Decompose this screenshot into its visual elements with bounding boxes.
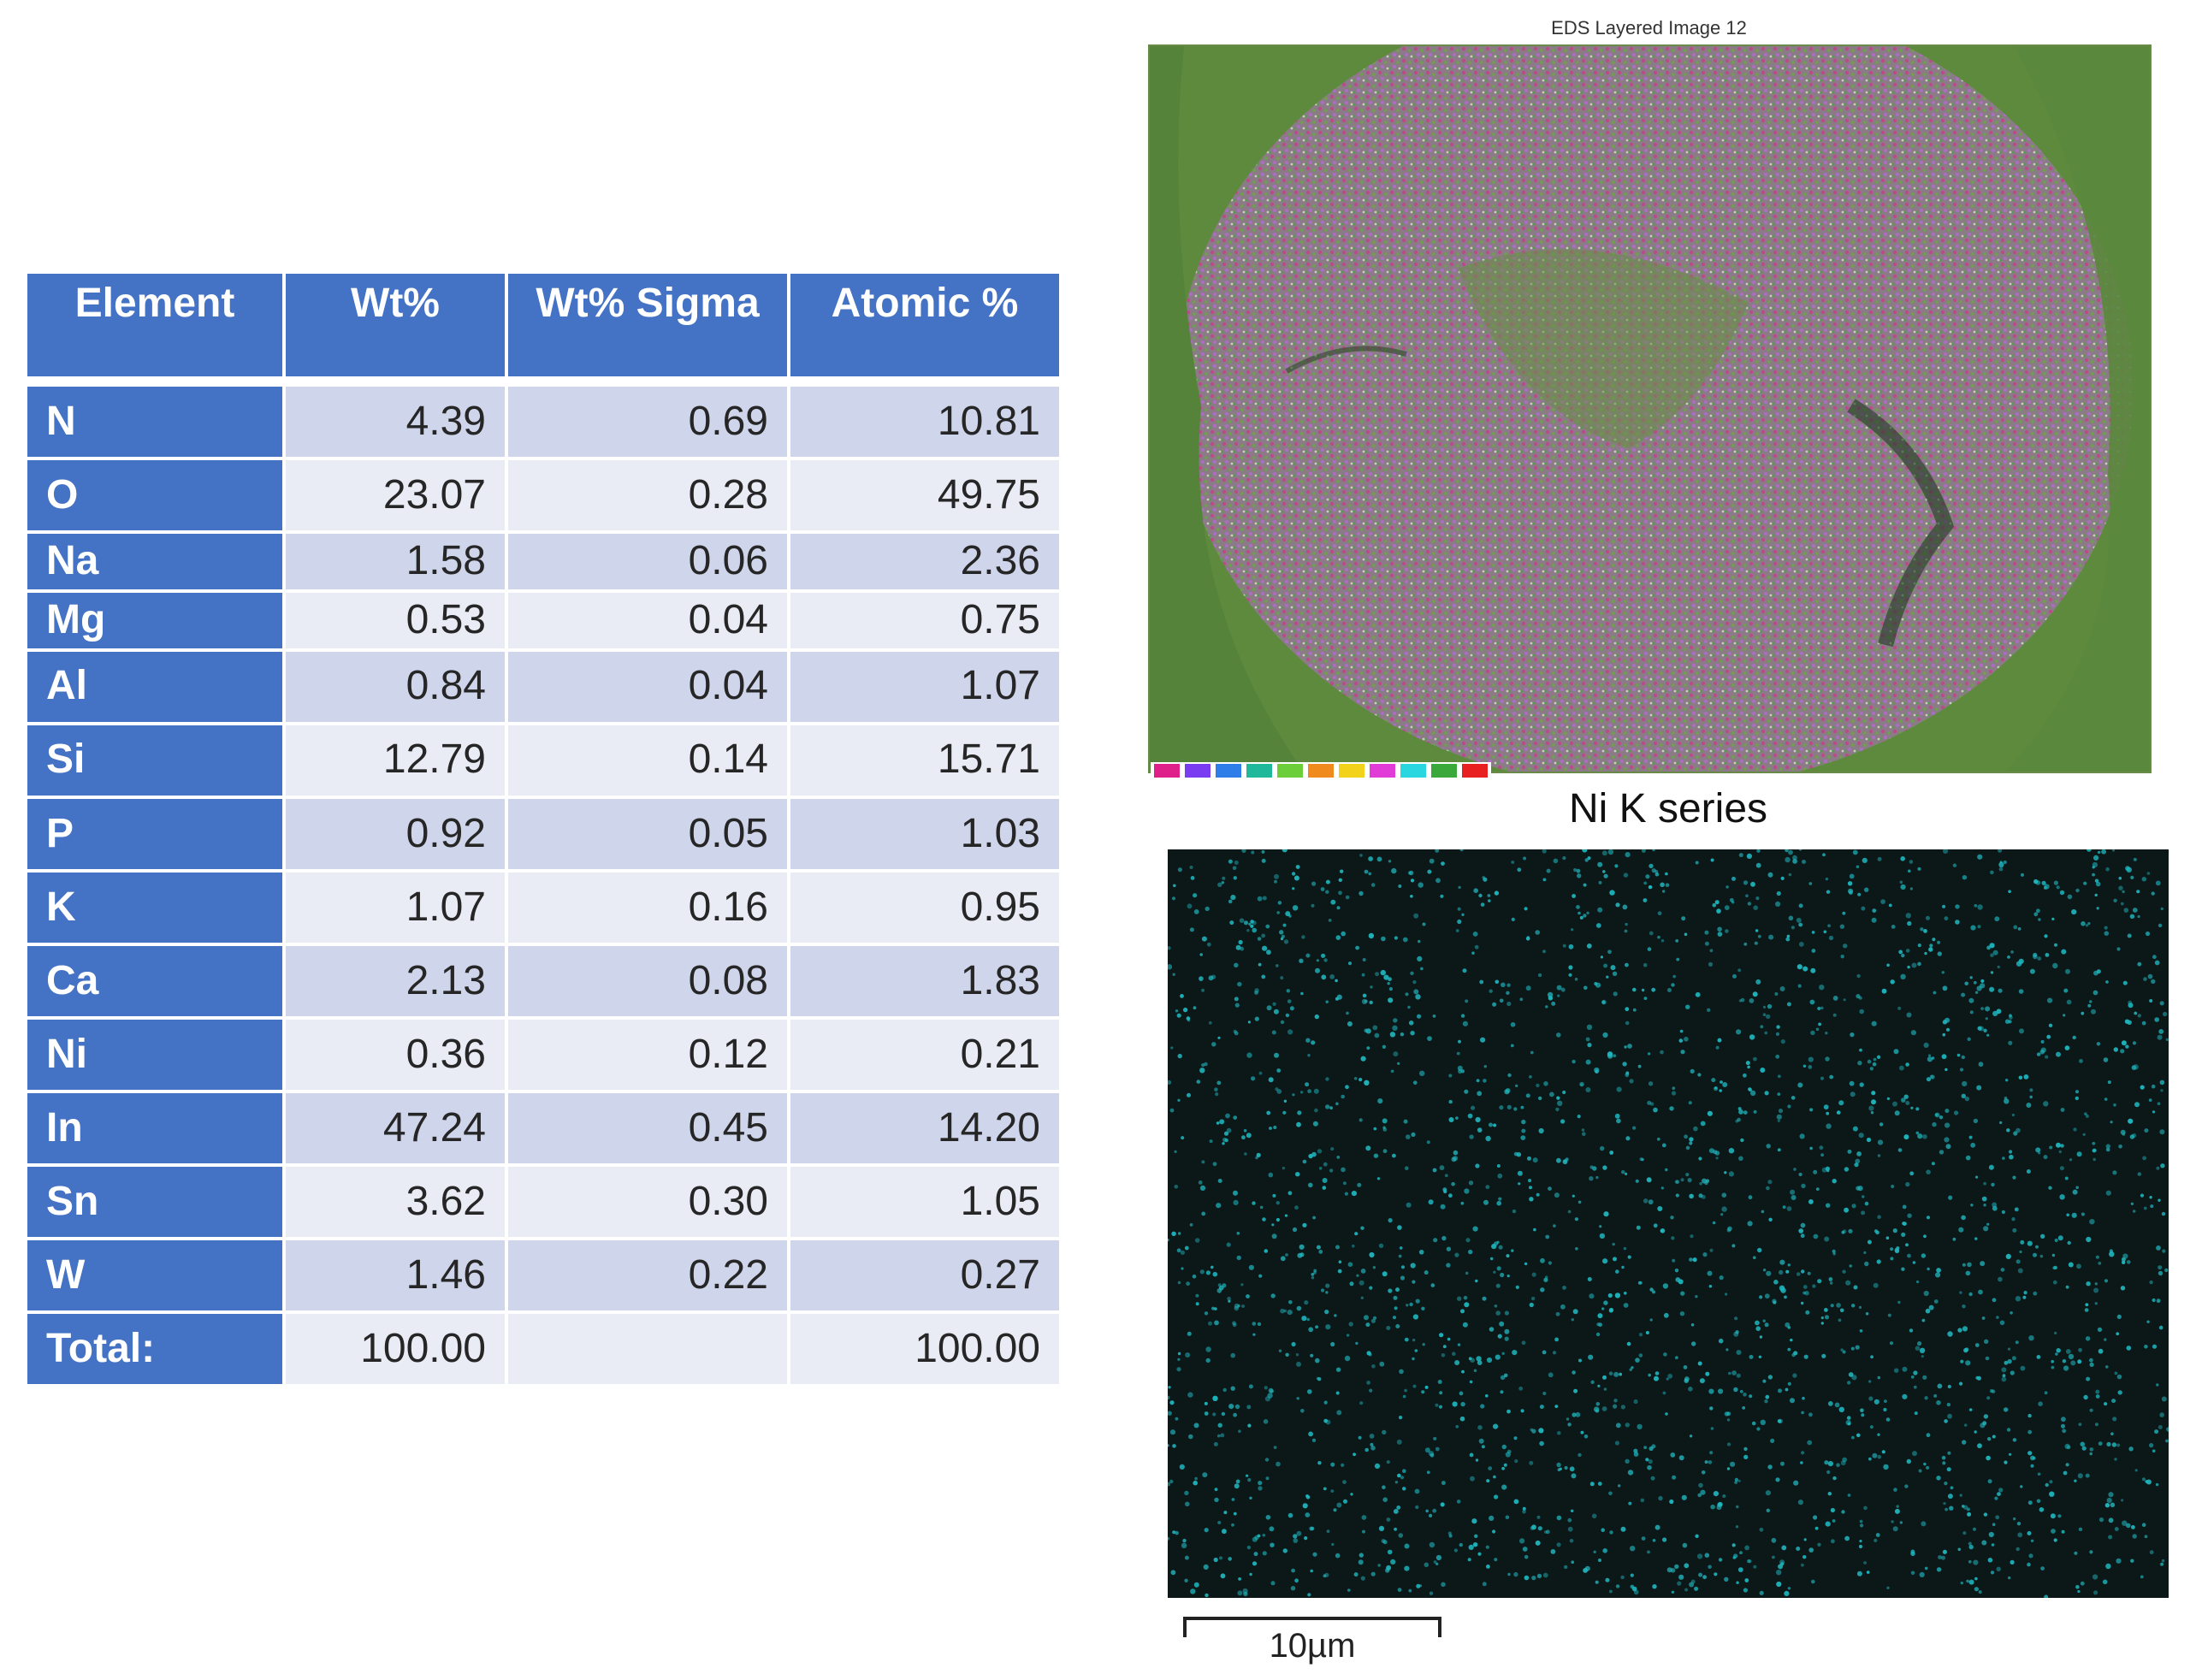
cell-atomic: 0.27 xyxy=(790,1239,1062,1314)
ni-dot-map xyxy=(1168,849,2169,1598)
color-swatch xyxy=(1370,764,1395,778)
table-row: Na 1.58 0.06 2.36 xyxy=(27,534,1062,593)
cell-element: O xyxy=(27,460,286,535)
cell-total-label: Total: xyxy=(27,1313,286,1387)
table-row: K 1.07 0.16 0.95 xyxy=(27,872,1062,946)
cell-element: Ni xyxy=(27,1019,286,1093)
cell-total-wt: 100.00 xyxy=(286,1313,508,1387)
cell-atomic: 14.20 xyxy=(790,1092,1062,1167)
cell-sigma: 0.12 xyxy=(508,1019,790,1093)
composition-table: Element Wt% Wt% Sigma Atomic % N 4.39 0.… xyxy=(27,274,1062,1387)
cell-atomic: 10.81 xyxy=(790,387,1062,461)
scale-bar xyxy=(1183,1617,1441,1637)
eds-image-title: EDS Layered Image 12 xyxy=(1551,17,1747,38)
cell-element: Ca xyxy=(27,945,286,1020)
cell-wt: 1.46 xyxy=(286,1239,508,1314)
cell-atomic: 1.07 xyxy=(790,651,1062,725)
table-row: Ca 2.13 0.08 1.83 xyxy=(27,945,1062,1020)
color-swatch xyxy=(1400,764,1426,778)
cell-element: In xyxy=(27,1092,286,1167)
cell-atomic: 15.71 xyxy=(790,725,1062,799)
cell-sigma: 0.14 xyxy=(508,725,790,799)
table-total-row: Total: 100.00 100.00 xyxy=(27,1313,1062,1387)
color-swatch xyxy=(1339,764,1364,778)
cell-sigma: 0.16 xyxy=(508,872,790,946)
cell-total-atomic: 100.00 xyxy=(790,1313,1062,1387)
cell-element: Si xyxy=(27,725,286,799)
cell-element: Mg xyxy=(27,592,286,652)
cell-atomic: 1.03 xyxy=(790,798,1062,873)
cell-wt: 47.24 xyxy=(286,1092,508,1167)
cell-wt: 1.58 xyxy=(286,534,508,593)
table-row: Mg 0.53 0.04 0.75 xyxy=(27,592,1062,652)
cell-wt: 12.79 xyxy=(286,725,508,799)
cell-wt: 3.62 xyxy=(286,1166,508,1240)
cell-sigma: 0.45 xyxy=(508,1092,790,1167)
cell-atomic: 0.75 xyxy=(790,592,1062,652)
color-swatch xyxy=(1431,764,1457,778)
cell-wt: 0.84 xyxy=(286,651,508,725)
cell-wt: 0.53 xyxy=(286,592,508,652)
cell-sigma: 0.30 xyxy=(508,1166,790,1240)
table-row: W 1.46 0.22 0.27 xyxy=(27,1239,1062,1314)
cell-sigma: 0.08 xyxy=(508,945,790,1020)
cell-element: K xyxy=(27,872,286,946)
header-element: Element xyxy=(27,274,286,387)
header-wt-sigma: Wt% Sigma xyxy=(508,274,790,387)
cell-element: W xyxy=(27,1239,286,1314)
cell-wt: 23.07 xyxy=(286,460,508,535)
cell-wt: 4.39 xyxy=(286,387,508,461)
table-header-row: Element Wt% Wt% Sigma Atomic % xyxy=(27,274,1062,387)
cell-atomic: 2.36 xyxy=(790,534,1062,593)
cell-element: N xyxy=(27,387,286,461)
color-swatch xyxy=(1216,764,1241,778)
table-row: N 4.39 0.69 10.81 xyxy=(27,387,1062,461)
cell-element: P xyxy=(27,798,286,873)
cell-atomic: 1.05 xyxy=(790,1166,1062,1240)
table-row: Si 12.79 0.14 15.71 xyxy=(27,725,1062,799)
cell-atomic: 0.95 xyxy=(790,872,1062,946)
cell-sigma: 0.28 xyxy=(508,460,790,535)
eds-layered-image xyxy=(1148,44,2152,773)
table-row: O 23.07 0.28 49.75 xyxy=(27,460,1062,535)
cell-sigma: 0.22 xyxy=(508,1239,790,1314)
element-color-strip xyxy=(1151,762,1491,783)
color-swatch xyxy=(1246,764,1272,778)
cell-wt: 1.07 xyxy=(286,872,508,946)
cell-element: Al xyxy=(27,651,286,725)
cell-sigma: 0.04 xyxy=(508,592,790,652)
cell-sigma: 0.69 xyxy=(508,387,790,461)
table-row: Al 0.84 0.04 1.07 xyxy=(27,651,1062,725)
cell-sigma: 0.04 xyxy=(508,651,790,725)
cell-wt: 0.36 xyxy=(286,1019,508,1093)
ni-map-title: Ni K series xyxy=(1568,786,1768,831)
header-atomic-percent: Atomic % xyxy=(790,274,1062,387)
eds-micrograph xyxy=(1150,46,2150,772)
color-swatch xyxy=(1185,764,1210,778)
table-row: In 47.24 0.45 14.20 xyxy=(27,1092,1062,1167)
color-swatch xyxy=(1308,764,1334,778)
cell-atomic: 1.83 xyxy=(790,945,1062,1020)
cell-element: Sn xyxy=(27,1166,286,1240)
cell-atomic: 49.75 xyxy=(790,460,1062,535)
ni-k-series-map xyxy=(1168,849,2169,1598)
cell-wt: 0.92 xyxy=(286,798,508,873)
cell-sigma: 0.06 xyxy=(508,534,790,593)
color-swatch xyxy=(1277,764,1303,778)
color-swatch xyxy=(1154,764,1180,778)
cell-element: Na xyxy=(27,534,286,593)
table-row: P 0.92 0.05 1.03 xyxy=(27,798,1062,873)
scale-bar-label: 10µm xyxy=(1269,1627,1356,1665)
table-row: Sn 3.62 0.30 1.05 xyxy=(27,1166,1062,1240)
cell-sigma: 0.05 xyxy=(508,798,790,873)
table-row: Ni 0.36 0.12 0.21 xyxy=(27,1019,1062,1093)
cell-atomic: 0.21 xyxy=(790,1019,1062,1093)
color-swatch xyxy=(1462,764,1488,778)
header-wt-percent: Wt% xyxy=(286,274,508,387)
cell-total-sigma xyxy=(508,1313,790,1387)
cell-wt: 2.13 xyxy=(286,945,508,1020)
